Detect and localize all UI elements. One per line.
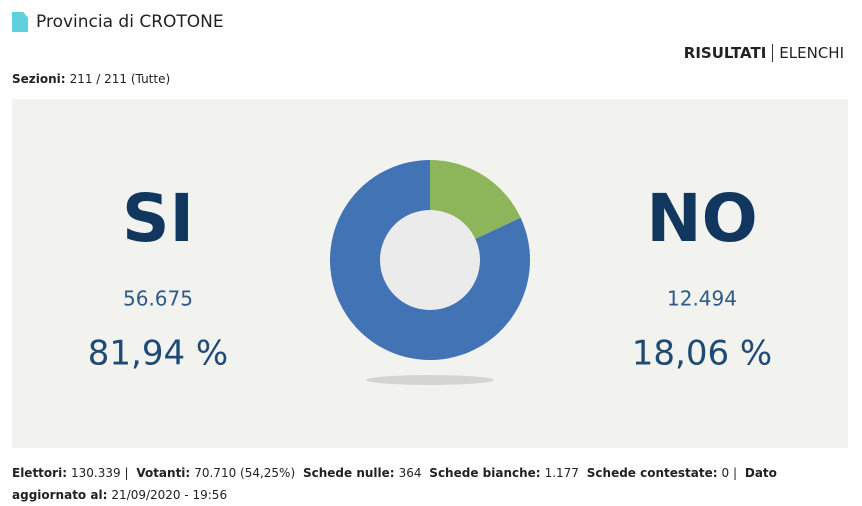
footer-label: Schede bianche: bbox=[429, 466, 541, 480]
sections: Sezioni: 211 / 211 (Tutte) bbox=[12, 72, 170, 86]
vote-share: 18,06 % bbox=[632, 334, 772, 374]
choice-label: NO bbox=[646, 180, 757, 257]
header: Provincia di CROTONE bbox=[12, 12, 224, 32]
footer-label: Elettori: bbox=[12, 466, 67, 480]
footer-value: 21/09/2020 - 19:56 bbox=[111, 488, 228, 502]
footer: Elettori: 130.339 | Votanti: 70.710 (54,25… bbox=[12, 462, 852, 506]
results-panel: SI 56.675 81,94 % NO 12.494 18,06 % bbox=[12, 99, 848, 448]
vote-share: 81,94 % bbox=[88, 334, 228, 374]
shadow bbox=[366, 375, 494, 385]
footer-label: Schede contestate: bbox=[586, 466, 718, 480]
choice-label: SI bbox=[122, 180, 194, 257]
footer-label: Schede nulle: bbox=[302, 466, 395, 480]
sections-label: Sezioni: bbox=[12, 72, 66, 86]
footer-label: Votanti: bbox=[136, 466, 191, 480]
sections-value: 211 / 211 (Tutte) bbox=[69, 72, 171, 86]
title: Provincia di CROTONE bbox=[36, 12, 224, 32]
footer-value: 1.177 bbox=[544, 466, 579, 480]
doc-icon bbox=[12, 12, 28, 32]
footer-value: 70.710 (54,25%) bbox=[194, 466, 296, 480]
donut-hole bbox=[380, 210, 480, 310]
tab[interactable]: ELENCHI bbox=[779, 44, 844, 62]
tab[interactable]: RISULTATI bbox=[684, 44, 774, 62]
footer-value: 364 bbox=[398, 466, 422, 480]
vote-count: 12.494 bbox=[667, 287, 737, 311]
footer-value: 0 | bbox=[721, 466, 738, 480]
footer-value: 130.339 | bbox=[71, 466, 129, 480]
vote-count: 56.675 bbox=[123, 287, 193, 311]
footer-label: Dato aggiornato al: bbox=[12, 466, 777, 502]
tabs: RISULTATI ELENCHI bbox=[684, 44, 844, 62]
